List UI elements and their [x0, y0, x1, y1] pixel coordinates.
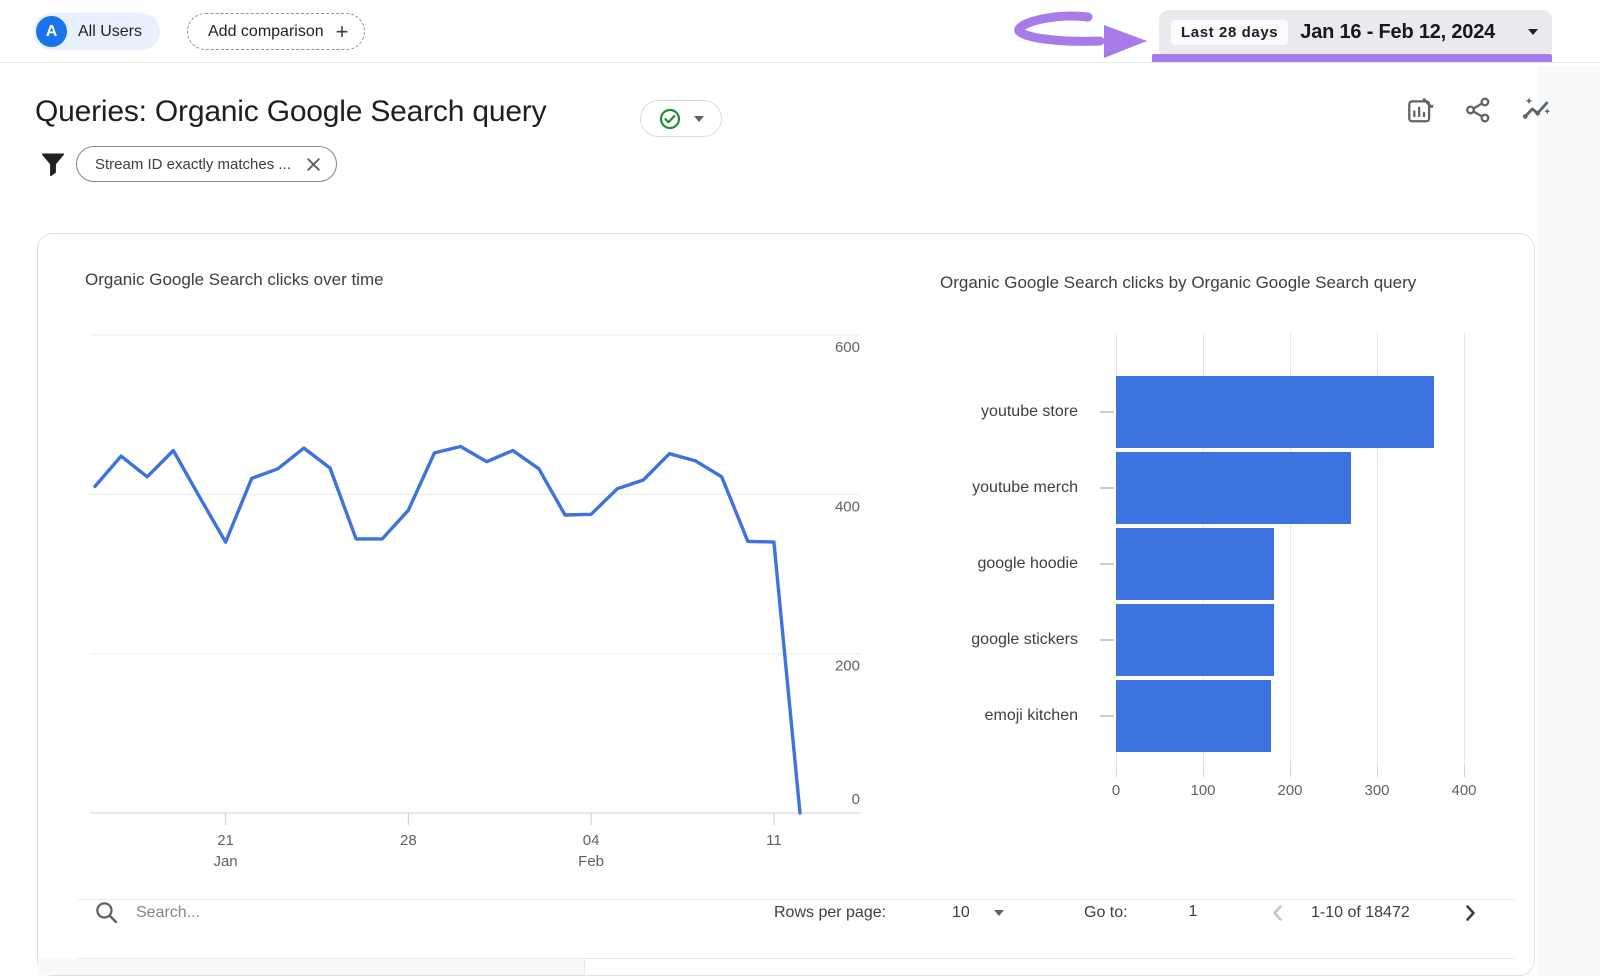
y-axis-label: 400	[835, 498, 860, 515]
bar-x-axis-label: 400	[1451, 782, 1477, 799]
goto-label: Go to:	[1084, 904, 1128, 921]
bar-category-label: google hoodie	[977, 555, 1078, 572]
table-column-divider	[584, 959, 585, 976]
all-users-label: All Users	[78, 22, 143, 40]
plus-icon: +	[335, 18, 349, 44]
customize-report-icon[interactable]	[1404, 94, 1436, 126]
bar-chart-title: Organic Google Search clicks by Organic …	[940, 273, 1417, 292]
clicks-line-series	[93, 444, 802, 815]
bar	[1116, 528, 1274, 600]
filter-row: Stream ID exactly matches ...	[40, 146, 337, 182]
date-range-label: Jan 16 - Feb 12, 2024	[1300, 20, 1496, 43]
bar-tick-mark	[1116, 765, 1117, 777]
data-quality-badge[interactable]	[640, 100, 722, 137]
previous-page-icon[interactable]	[1266, 901, 1290, 925]
date-preset-label: Last 28 days	[1171, 19, 1289, 45]
x-axis-label: 28	[400, 832, 417, 849]
bar-category-tick	[1100, 563, 1114, 565]
goto-page-input[interactable]	[1176, 899, 1210, 925]
next-page-icon[interactable]	[1458, 901, 1482, 925]
filter-funnel-icon	[41, 153, 65, 177]
check-circle-icon	[659, 108, 681, 129]
x-axis-label: 04	[583, 832, 600, 849]
table-first-column	[38, 959, 584, 975]
report-actions	[1404, 94, 1552, 126]
bar	[1116, 376, 1434, 448]
date-range-selector[interactable]: Last 28 days Jan 16 - Feb 12, 2024	[1159, 10, 1552, 54]
bar	[1116, 680, 1271, 752]
y-axis-label: 600	[835, 339, 860, 356]
annotation-underline	[1152, 54, 1552, 63]
page-edge-background	[1537, 66, 1600, 976]
toolbar-divider	[78, 899, 1515, 900]
line-chart-title: Organic Google Search clicks over time	[85, 270, 384, 289]
bar-category-label: youtube merch	[972, 479, 1078, 496]
bar-category-tick	[1100, 411, 1114, 413]
chevron-down-icon	[694, 115, 704, 122]
x-axis-sublabel: Jan	[213, 853, 237, 870]
rows-per-page-value[interactable]: 10	[952, 904, 970, 921]
share-icon[interactable]	[1462, 94, 1494, 126]
page-title: Queries: Organic Google Search query	[35, 95, 547, 128]
bar-x-axis-label: 300	[1364, 782, 1390, 799]
topbar-divider	[0, 62, 1600, 63]
close-icon[interactable]	[305, 156, 322, 173]
bar	[1116, 452, 1351, 524]
y-axis-label: 0	[852, 791, 860, 808]
report-card	[37, 233, 1535, 976]
x-axis-sublabel: Feb	[578, 853, 604, 870]
bar-grid-line	[1377, 332, 1378, 765]
chevron-down-icon	[1528, 29, 1538, 35]
insights-icon[interactable]	[1520, 94, 1552, 126]
filter-chip-label: Stream ID exactly matches ...	[95, 155, 291, 173]
chevron-down-icon[interactable]	[994, 910, 1004, 916]
line-chart-svg: 600 400 200 0 21 Jan 28 04 Feb 11	[90, 334, 860, 870]
bar	[1116, 604, 1274, 676]
bar-category-label: youtube store	[981, 403, 1078, 420]
x-axis-label: 11	[766, 832, 782, 849]
bar-x-axis-label: 200	[1277, 782, 1303, 799]
pagination-range: 1-10 of 18472	[1311, 904, 1410, 921]
all-users-chip[interactable]: A All Users	[33, 13, 161, 50]
add-comparison-button[interactable]: Add comparison +	[187, 13, 366, 50]
bar-tick-mark	[1377, 765, 1378, 777]
rows-per-page-label: Rows per page:	[774, 904, 887, 921]
bar-category-label: google stickers	[971, 631, 1078, 648]
bar-tick-mark	[1464, 765, 1465, 777]
bar-grid-line	[1464, 332, 1465, 765]
add-comparison-label: Add comparison	[208, 22, 324, 40]
avatar: A	[36, 16, 67, 47]
table-divider	[78, 958, 1515, 959]
bar-tick-mark	[1290, 765, 1291, 777]
y-axis-label: 200	[835, 658, 860, 675]
search-input[interactable]	[136, 899, 556, 927]
bar-grid-line	[1290, 332, 1291, 765]
bar-x-axis-label: 100	[1190, 782, 1216, 799]
bar-category-tick	[1100, 639, 1114, 641]
x-axis-label: 21	[217, 832, 234, 849]
filter-chip[interactable]: Stream ID exactly matches ...	[76, 146, 337, 182]
bar-tick-mark	[1203, 765, 1204, 777]
bar-category-tick	[1100, 715, 1114, 717]
bar-category-tick	[1100, 487, 1114, 489]
annotation-arrow	[1014, 11, 1147, 58]
bar-x-axis-label: 0	[1111, 782, 1121, 799]
bar-category-label: emoji kitchen	[984, 707, 1078, 724]
search-icon	[96, 902, 118, 924]
